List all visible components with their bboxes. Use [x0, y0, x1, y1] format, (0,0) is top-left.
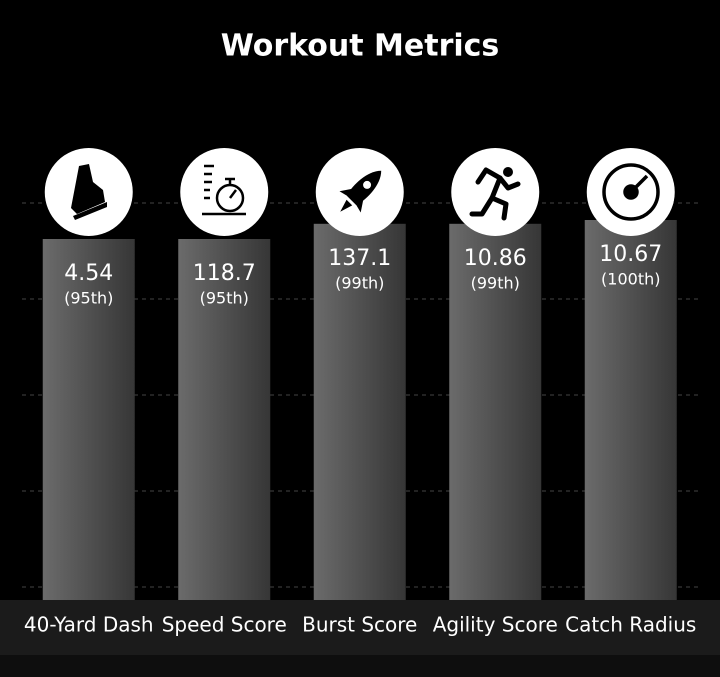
percentile-label: (95th): [64, 289, 113, 308]
value-label: 137.1: [328, 246, 391, 271]
icon-circle: [180, 148, 269, 236]
x-tick-label: Agility Score: [433, 613, 558, 637]
value-label: 4.54: [64, 261, 113, 286]
bar: [178, 239, 271, 600]
bar: [313, 223, 406, 601]
percentile-label: (95th): [200, 289, 249, 308]
bar: [584, 220, 677, 600]
footer-strip: [0, 655, 720, 677]
x-tick-label: Speed Score: [162, 613, 287, 637]
percentile-label: (100th): [601, 270, 660, 289]
chart-title: Workout Metrics: [221, 29, 500, 64]
bar: [42, 239, 135, 600]
gauge-icon: [602, 163, 660, 221]
x-tick-label: Burst Score: [302, 613, 417, 637]
icons: [71, 163, 660, 221]
value-label: 118.7: [193, 261, 256, 286]
stopwatch-icon: [202, 164, 246, 216]
shoe-icon: [71, 164, 107, 220]
value-label: 10.67: [599, 242, 662, 267]
percentile-label: (99th): [335, 273, 384, 292]
category-strip: [0, 600, 720, 655]
value-label: 10.86: [464, 246, 527, 271]
runner-icon: [469, 167, 521, 221]
x-tick-label: 40-Yard Dash: [24, 613, 154, 637]
bar: [449, 223, 542, 601]
x-tick-label: Catch Radius: [565, 613, 696, 637]
percentile-label: (99th): [471, 273, 520, 292]
rocket-icon: [339, 170, 382, 213]
